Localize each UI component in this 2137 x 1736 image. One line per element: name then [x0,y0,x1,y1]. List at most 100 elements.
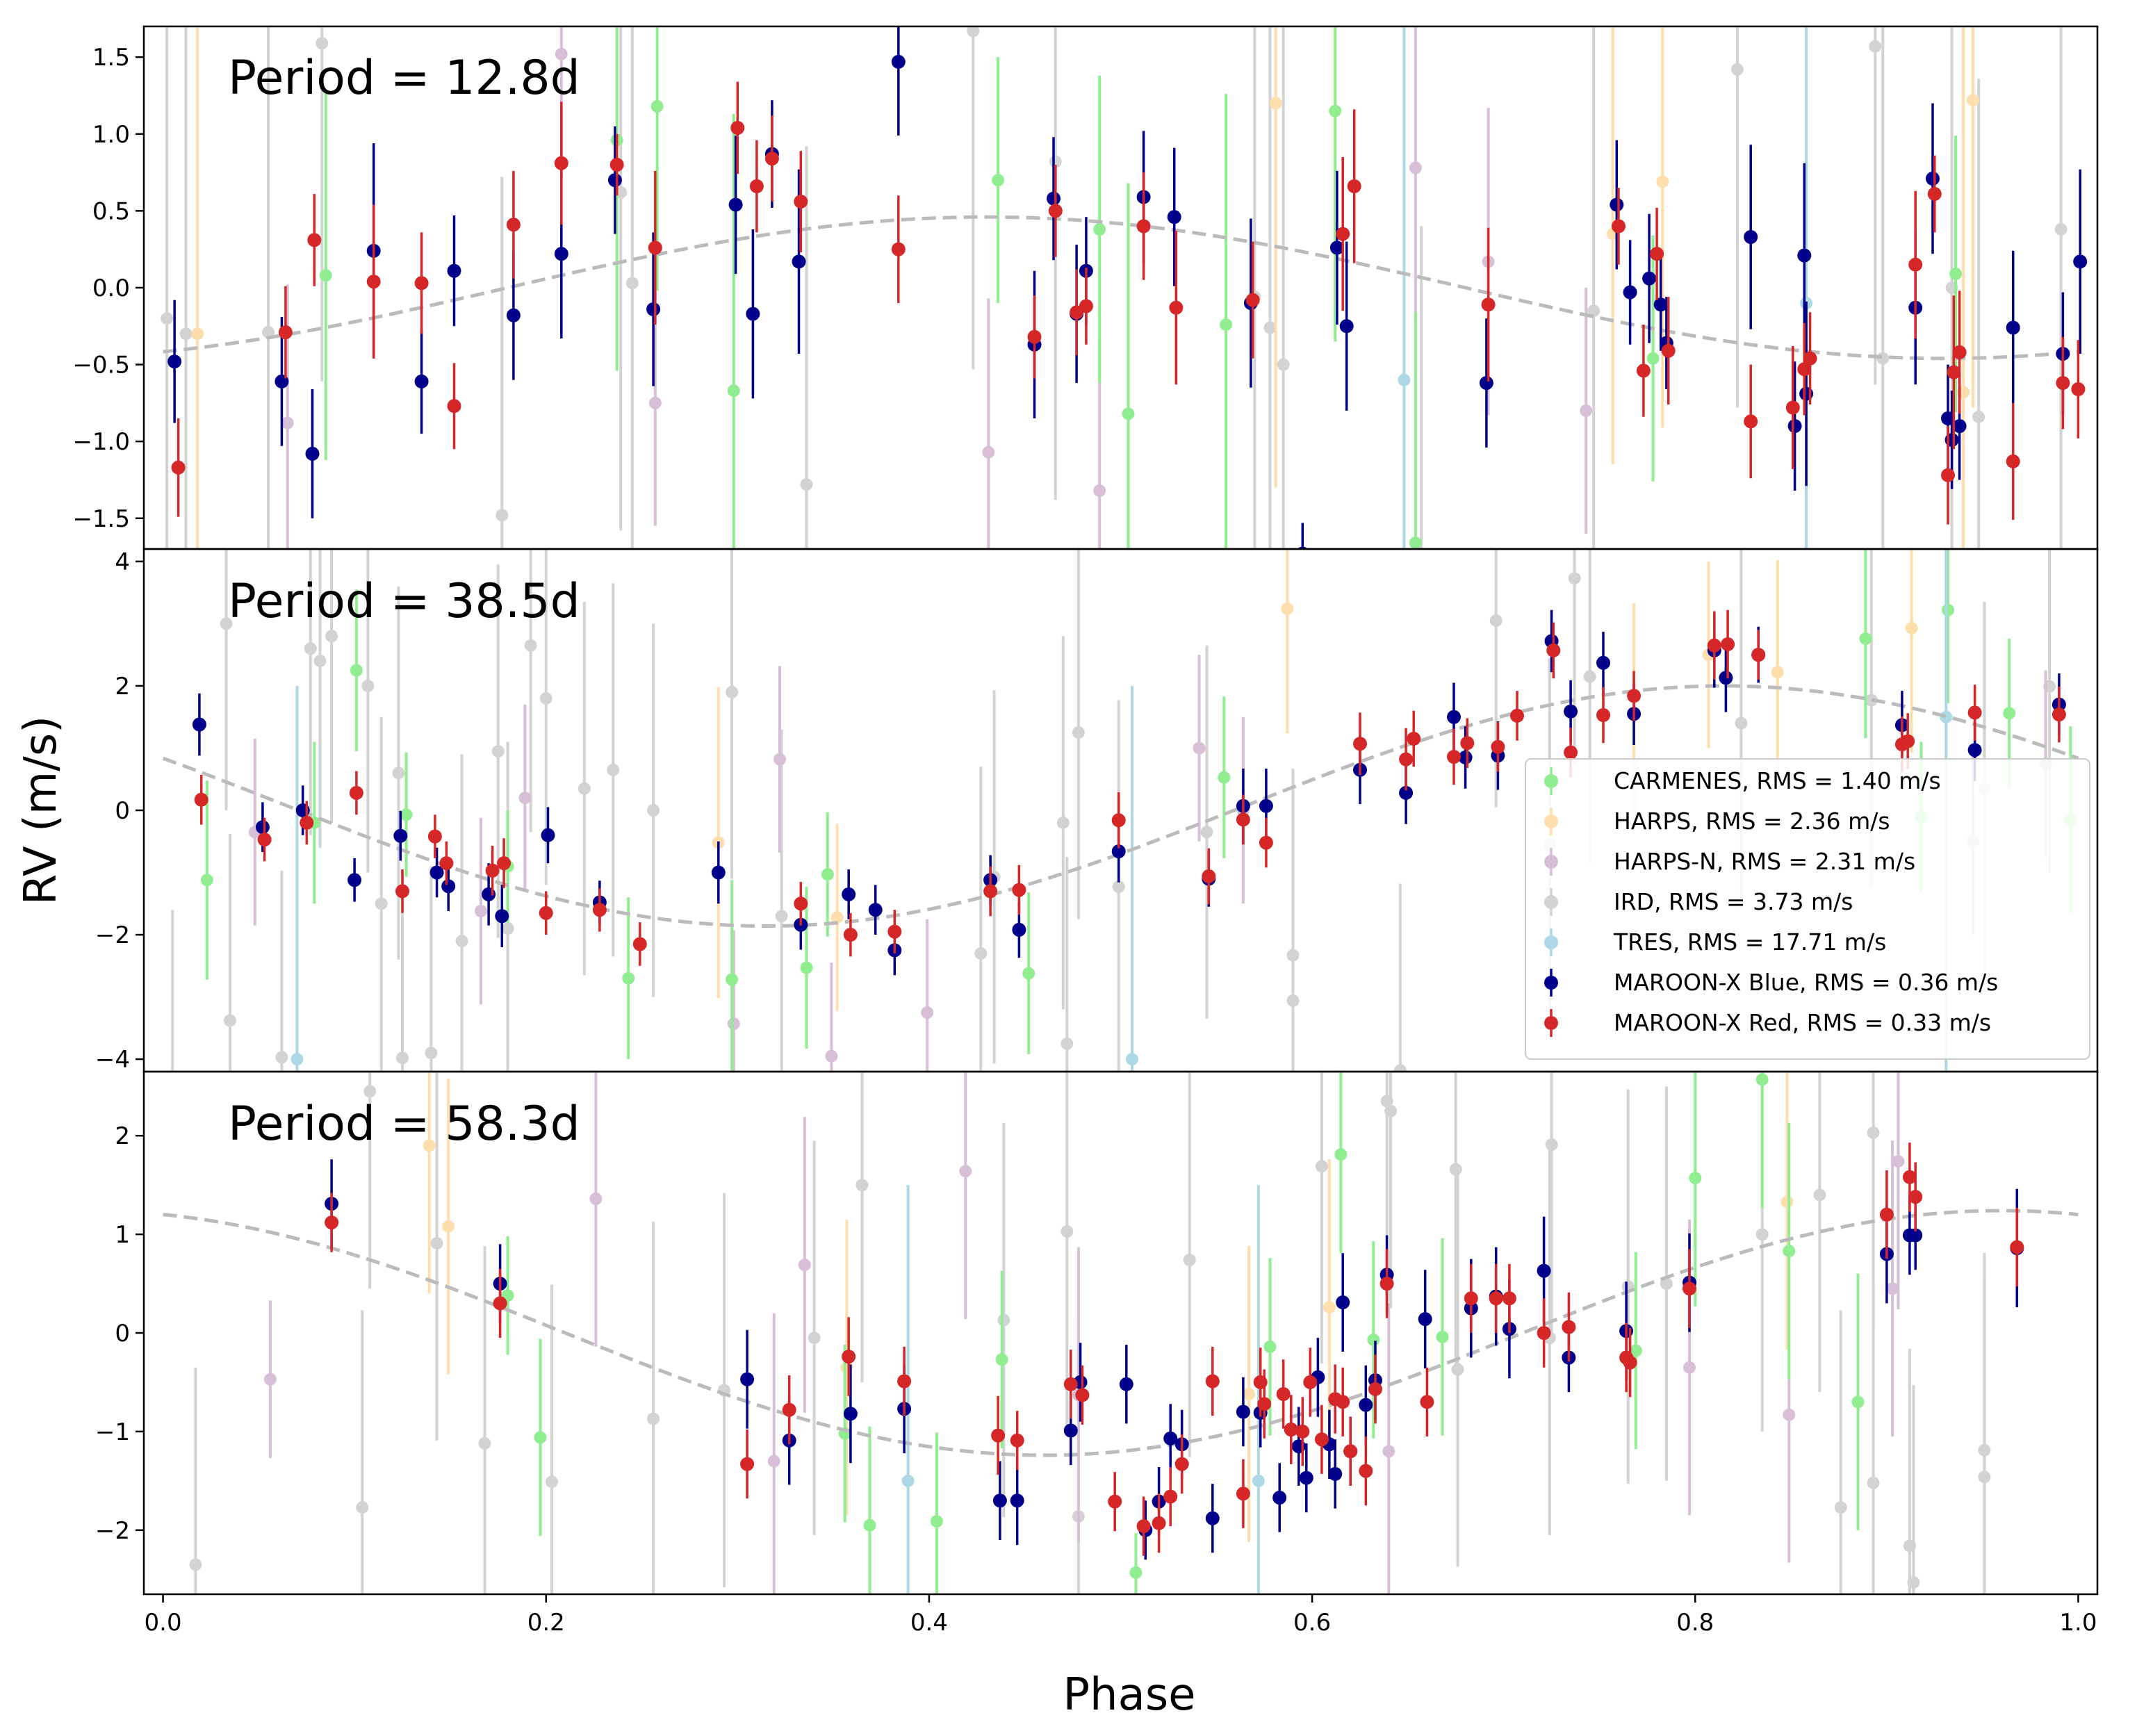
red-marker [1481,297,1496,312]
blue-point [1719,644,1733,712]
red-point [1491,721,1505,772]
harpsn-point [475,817,487,1005]
blue-marker [441,879,456,894]
panel-1-period-label: Period = 12.8d [228,51,580,106]
red-marker [887,924,902,939]
legend-label: HARPS-N, RMS = 2.31 m/s [1614,848,1915,875]
harpsn-marker [1580,404,1593,417]
red-point [171,418,186,517]
red-marker [1952,345,1967,359]
red-point [447,363,461,450]
y-tick-label: 1.5 [92,44,130,72]
red-point [1359,1436,1373,1506]
red-marker [1236,812,1250,827]
ird-point [363,1072,377,1289]
tres-marker [1252,1474,1265,1487]
red-marker [2010,1240,2024,1254]
legend-marker [1544,774,1558,788]
red-point [991,1395,1006,1475]
blue-marker [167,354,182,369]
harpsn-point [1409,26,1422,322]
carmenes-point [1093,75,1106,384]
carmenes-point [1629,1252,1642,1450]
ird-point [161,26,174,549]
red-point [1464,1263,1478,1333]
panel-3-frame [142,1070,2099,1596]
ird-point [392,586,405,960]
ird-point [316,26,329,382]
ird-point [224,834,236,1072]
red-marker [1707,638,1721,653]
x-tick-label: 1.0 [2059,1609,2097,1637]
ird-marker [1489,614,1503,627]
harpsn-marker [1382,1445,1395,1458]
ird-point [808,1140,821,1535]
carmenes-point [1022,892,1035,1054]
ird-marker [539,691,552,705]
blue-point [711,841,726,904]
blue-point [1359,1365,1373,1445]
red-point [497,838,511,888]
blue-marker [992,1493,1007,1508]
y-tick-label: −1.0 [72,428,130,456]
red-point [325,1193,339,1252]
red-point [897,1346,912,1416]
harpsn-marker [1683,1361,1696,1374]
ird-point [455,754,468,1072]
ird-marker [1315,1160,1328,1173]
ird-marker [361,680,375,692]
ird-marker [496,509,509,522]
carmenes-marker [1093,223,1106,236]
panel-1-y-ticks: −1.5 −1.0 −0.5 0.0 0.5 1.0 1.5 [72,44,144,533]
harpsn-point [921,919,934,1072]
carmenes-marker [1851,1395,1865,1409]
carmenes-point [650,26,664,291]
blue-point [1926,103,1940,254]
red-point [1010,1411,1024,1471]
ird-marker [625,277,639,290]
red-marker [1941,468,1955,482]
harps-point [1771,560,1784,785]
blue-point [393,810,408,861]
carmenes-marker [200,874,213,887]
ird-point [396,871,409,1072]
blue-marker [1328,1466,1343,1481]
ird-marker [1972,410,1985,423]
ird-point [1587,26,1600,549]
ird-point [304,549,317,835]
legend-entry: IRD, RMS = 3.73 m/s [1544,888,1853,916]
blue-marker [1797,248,1812,263]
ird-point [1072,549,1085,919]
harps-marker [1243,1388,1256,1400]
blue-marker [1564,704,1578,719]
ird-point [1286,814,1300,1072]
red-point [1174,1434,1189,1494]
ird-marker [1277,358,1290,371]
blue-point [1623,240,1637,345]
red-point [1336,157,1350,311]
blue-point [992,1461,1007,1540]
harps-marker [1269,97,1282,110]
harpsn-marker [773,753,786,766]
blue-marker [891,54,906,69]
blue-marker [1787,419,1802,434]
carmenes-point [995,1270,1008,1448]
harpsn-marker [475,905,487,917]
blue-marker [1399,785,1414,800]
harpsn-marker [959,1165,972,1178]
ird-point [1834,1310,1847,1594]
y-tick-label: −0.5 [72,352,130,379]
carmenes-marker [1022,967,1035,980]
ird-marker [1393,1064,1407,1072]
red-point [1379,1249,1394,1318]
red-marker [1682,1281,1696,1296]
red-marker [1803,351,1817,366]
blue-point [607,126,622,234]
ird-marker [220,617,233,630]
blue-marker [2073,254,2088,269]
red-marker [1276,1387,1291,1401]
legend-label: MAROON-X Red, RMS = 0.33 m/s [1614,1009,1991,1036]
y-tick-label: −2 [95,1517,130,1545]
panel-3-period-label: Period = 58.3d [228,1097,580,1152]
ird-marker [855,1179,869,1192]
